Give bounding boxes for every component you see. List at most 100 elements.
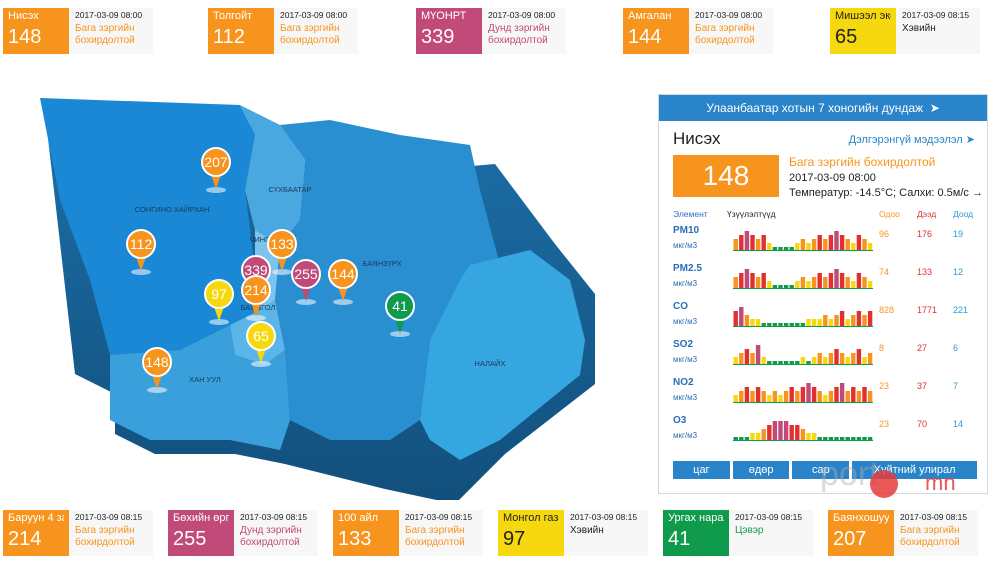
station-card[interactable]: МҮОНРТ 339 2017-03-09 08:00 Дунд зэргийн бо… [416,8,566,56]
pollutant-unit: мкг/м3 [673,431,698,440]
district-bayanzurkh[interactable] [275,120,500,440]
spark-bar [767,395,772,403]
station-card[interactable]: Толгойт 112 2017-03-09 08:00 Бага зэргийн б… [208,8,358,56]
map-pin[interactable]: 97 [204,279,234,325]
station-card[interactable]: Баруун 4 зам 214 2017-03-09 08:15 Бага зэрг… [3,510,153,558]
map-pin[interactable]: 41 [385,291,415,337]
spark-bar [867,281,873,289]
spark-bar [789,387,794,403]
spark-bar [817,391,822,403]
pollutant-unit: мкг/м3 [673,317,698,326]
spark-bar [806,243,811,251]
chevron-right-icon: ➤ [926,101,940,115]
station-time: 2017-03-09 08:15 [240,512,308,522]
weekly-average-title: Улаанбаатар хотын 7 хоногийн дундаж [706,101,924,115]
station-name: Баянхошуу [833,512,889,524]
pollutant-unit: мкг/м3 [673,355,698,364]
weather-text: Температур: -14.5°C; Салхи: 0.5м/с [789,187,969,199]
pollutant-min: 221 [953,305,969,315]
spark-bar [806,383,811,403]
map-pin-marker [267,229,297,259]
station-status: Бага зэргийн бохирдолтой [405,525,465,548]
spark-bar [755,387,761,403]
station-card[interactable]: Ургах наран 41 2017-03-09 08:15 Цэвэр [663,510,813,558]
spark-bar [744,315,750,327]
station-card[interactable]: Баянхошуу 207 2017-03-09 08:15 Бага зэргийн… [828,510,978,558]
district-map[interactable]: СОНГИНО ХАЙРХАН СҮХБААТАР ЧИНГЭ БАЯНЗҮРХ… [30,80,630,500]
details-link-label: Дэлгэрэнгүй мэдээлэл [848,134,963,146]
station-status: Цэвэр [735,525,764,536]
spark-bar [783,361,789,365]
range-tab[interactable]: өдөр [732,461,790,479]
station-name: Толгойт [213,10,253,22]
spark-bar [856,437,862,441]
spark-bar [867,353,873,365]
pollutant-row[interactable]: NO2 мкг/м3 23 37 7 [673,377,973,413]
map-pin[interactable]: 148 [142,347,172,393]
pollutant-name: PM10 [673,225,700,236]
spark-bar [806,433,811,441]
aqi-timestamp: 2017-03-09 08:00 [789,172,876,184]
spark-bar [783,391,789,403]
spark-bar [739,235,744,251]
spark-bar [867,391,873,403]
spark-bar [834,387,839,403]
spark-bar [867,437,873,441]
spark-bar [862,277,867,289]
weekly-average-header[interactable]: Улаанбаатар хотын 7 хоногийн дундаж ➤ [659,95,987,121]
pollutant-row[interactable]: O3 мкг/м3 23 70 14 [673,415,973,451]
map-pin[interactable]: 65 [246,321,276,367]
spark-bar [767,323,772,327]
station-name: Монгол газар [503,512,559,524]
spark-bar [806,361,811,365]
spark-bar [800,357,806,365]
map-pin[interactable]: 133 [267,229,297,275]
station-card[interactable]: Бөхийн өргөө 255 2017-03-09 08:15 Дунд зэрг… [168,510,318,558]
spark-bar [851,353,856,365]
spark-bar [733,277,738,289]
station-card[interactable]: Амгалан 144 2017-03-09 08:00 Бага зэргийн б… [623,8,773,56]
col-indicators: Үзүүлэлтүүд [727,209,776,219]
map-pin[interactable]: 255 [291,259,321,305]
pollutant-min: 12 [953,267,964,277]
pollutant-row[interactable]: SO2 мкг/м3 8 27 6 [673,339,973,375]
pollutant-row[interactable]: PM2.5 мкг/м3 74 133 12 [673,263,973,299]
range-tab[interactable]: цаг [673,461,730,479]
pollutant-max: 27 [917,343,928,353]
spark-bar [845,357,850,365]
map-pin[interactable]: 112 [126,229,156,275]
map-pin[interactable]: 214 [241,275,271,321]
pollutant-name: CO [673,301,688,312]
pollutant-name: NO2 [673,377,694,388]
station-status: Дунд зэргийн бохирдолтой [488,23,550,46]
pollutant-max: 176 [917,229,933,239]
station-time: 2017-03-09 08:15 [902,10,970,20]
spark-bar [789,425,794,441]
map-pin-shadow [147,387,167,393]
station-time: 2017-03-09 08:15 [900,512,968,522]
station-aqi: 133 [338,528,372,550]
map-pin[interactable]: 207 [201,147,231,193]
details-link[interactable]: Дэлгэрэнгүй мэдээлэл ➤ [849,133,975,149]
spark-bar [783,421,789,441]
pollutant-row[interactable]: CO мкг/м3 828 1771 221 [673,301,973,337]
spark-bar [761,323,766,327]
station-card[interactable]: Монгол газар 97 2017-03-09 08:15 Хэвийн [498,510,648,558]
station-value-box: Монгол газар 97 [498,510,564,556]
station-card[interactable]: Нисэх 148 2017-03-09 08:00 Бага зэргийн бох… [3,8,153,56]
spark-bar [811,239,817,251]
station-card[interactable]: 100 айл 133 2017-03-09 08:15 Бага зэргийн б… [333,510,483,558]
spark-bar [789,323,794,327]
map-pin[interactable]: 144 [328,259,358,305]
range-tab[interactable]: сар [792,461,850,479]
district-nalaikh[interactable] [420,250,585,460]
spark-bar [867,311,873,327]
spark-bar [767,361,772,365]
pollutant-row[interactable]: PM10 мкг/м3 96 176 19 [673,225,973,261]
spark-bar [750,273,755,289]
spark-bar [761,273,766,289]
spark-bar [817,437,822,441]
station-card[interactable]: Мишээл экспо 65 2017-03-09 08:15 Хэвийн [830,8,980,56]
station-time: 2017-03-09 08:15 [75,512,143,522]
district-sukhbaatar[interactable] [240,105,305,245]
